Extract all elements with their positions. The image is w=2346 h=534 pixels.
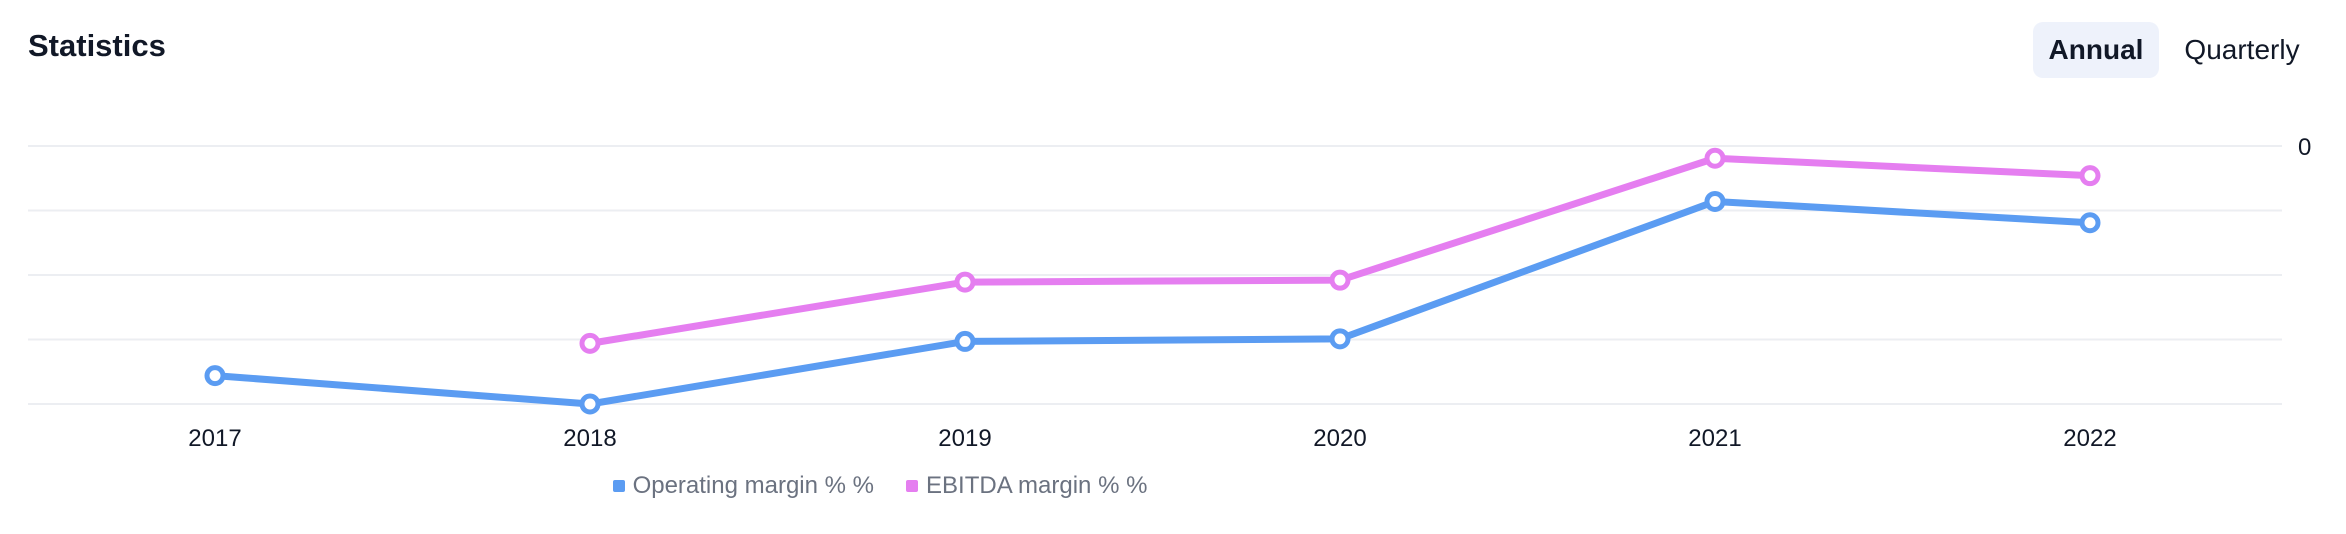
series-line-0: [211, 197, 2094, 408]
data-point[interactable]: [1704, 147, 1726, 169]
page-title: Statistics: [28, 28, 166, 63]
data-point[interactable]: [204, 365, 226, 387]
data-point[interactable]: [954, 330, 976, 352]
data-point[interactable]: [1329, 269, 1351, 291]
legend-label: Operating margin % %: [632, 472, 875, 499]
x-tick-label: 2020: [1313, 425, 1366, 452]
x-tick-label: 2018: [563, 425, 616, 452]
data-point[interactable]: [1329, 328, 1351, 350]
legend-item[interactable]: Operating margin % %: [612, 472, 875, 500]
quarterly-toggle-button[interactable]: Quarterly: [2184, 34, 2300, 65]
data-point[interactable]: [2079, 165, 2101, 187]
legend-swatch: [906, 480, 919, 492]
annual-toggle-button[interactable]: Annual: [2033, 22, 2159, 78]
data-point[interactable]: [579, 332, 601, 354]
data-point[interactable]: [954, 271, 976, 293]
y-tick-label: 0: [2298, 134, 2311, 161]
legend-swatch: [612, 480, 625, 492]
legend-item[interactable]: EBITDA margin % %: [906, 472, 1147, 500]
x-tick-label: 2021: [1688, 425, 1741, 452]
x-tick-label: 2019: [938, 425, 991, 452]
x-tick-label: 2017: [188, 425, 241, 452]
series-line-1: [586, 154, 2094, 347]
data-point[interactable]: [2079, 212, 2101, 234]
chart-legend: Operating margin % % EBITDA margin % %: [0, 472, 1760, 500]
legend-label: EBITDA margin % %: [926, 472, 1148, 499]
data-point[interactable]: [579, 393, 601, 415]
x-tick-label: 2022: [2063, 425, 2116, 452]
data-point[interactable]: [1704, 190, 1726, 212]
